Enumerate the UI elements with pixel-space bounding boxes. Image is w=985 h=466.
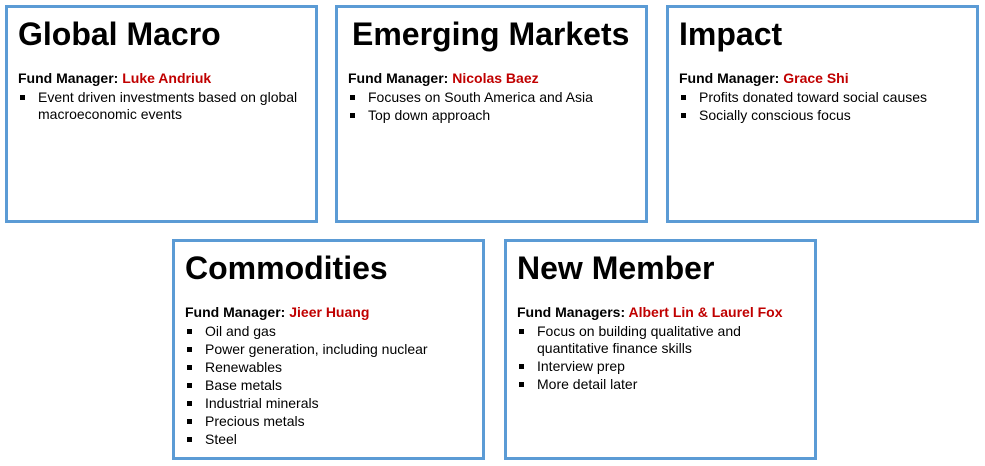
fund-manager-label: Fund Manager: bbox=[185, 304, 286, 320]
bullet-list: Event driven investments based on global… bbox=[18, 89, 307, 123]
bullet-item: More detail later bbox=[517, 376, 806, 393]
card-title: Emerging Markets bbox=[352, 16, 630, 52]
fund-manager-label: Fund Managers: bbox=[517, 304, 626, 320]
bullet-item: Event driven investments based on global… bbox=[18, 89, 307, 123]
fund-manager-name: Nicolas Baez bbox=[452, 70, 539, 86]
fund-manager-name: Luke Andriuk bbox=[122, 70, 212, 86]
bullet-list: Focus on building qualitative and quanti… bbox=[517, 323, 806, 393]
fund-manager-name: Albert Lin & Laurel Fox bbox=[628, 304, 783, 320]
card-impact: Impact Fund Manager: Grace Shi Profits d… bbox=[666, 5, 979, 223]
fund-manager-line: Fund Manager: Jieer Huang bbox=[185, 304, 474, 321]
fund-manager-line: Fund Manager: Luke Andriuk bbox=[18, 70, 307, 87]
card-body: Fund Manager: Grace Shi Profits donated … bbox=[679, 70, 968, 125]
card-new-member: New Member Fund Managers: Albert Lin & L… bbox=[504, 239, 817, 460]
bullet-item: Top down approach bbox=[348, 107, 637, 124]
bullet-item: Steel bbox=[185, 431, 474, 448]
bullet-item: Base metals bbox=[185, 377, 474, 394]
bullet-item: Socially conscious focus bbox=[679, 107, 968, 124]
fund-manager-line: Fund Manager: Nicolas Baez bbox=[348, 70, 637, 87]
card-global-macro: Global Macro Fund Manager: Luke Andriuk … bbox=[5, 5, 318, 223]
bullet-list: Focuses on South America and Asia Top do… bbox=[348, 89, 637, 124]
card-commodities: Commodities Fund Manager: Jieer Huang Oi… bbox=[172, 239, 485, 460]
card-title: Global Macro bbox=[18, 16, 221, 52]
bullet-item: Focuses on South America and Asia bbox=[348, 89, 637, 106]
card-emerging-markets: Emerging Markets Fund Manager: Nicolas B… bbox=[335, 5, 648, 223]
fund-manager-label: Fund Manager: bbox=[679, 70, 780, 86]
card-body: Fund Managers: Albert Lin & Laurel Fox F… bbox=[517, 304, 806, 394]
card-body: Fund Manager: Jieer Huang Oil and gas Po… bbox=[185, 304, 474, 449]
bullet-item: Oil and gas bbox=[185, 323, 474, 340]
card-title: Commodities bbox=[185, 250, 388, 286]
card-body: Fund Manager: Nicolas Baez Focuses on So… bbox=[348, 70, 637, 125]
bullet-list: Oil and gas Power generation, including … bbox=[185, 323, 474, 448]
fund-manager-line: Fund Manager: Grace Shi bbox=[679, 70, 968, 87]
fund-manager-line: Fund Managers: Albert Lin & Laurel Fox bbox=[517, 304, 806, 321]
bullet-item: Power generation, including nuclear bbox=[185, 341, 474, 358]
bullet-item: Renewables bbox=[185, 359, 474, 376]
bullet-item: Interview prep bbox=[517, 358, 806, 375]
bullet-item: Precious metals bbox=[185, 413, 474, 430]
card-body: Fund Manager: Luke Andriuk Event driven … bbox=[18, 70, 307, 124]
fund-manager-label: Fund Manager: bbox=[348, 70, 449, 86]
bullet-list: Profits donated toward social causes Soc… bbox=[679, 89, 968, 124]
fund-manager-name: Grace Shi bbox=[783, 70, 849, 86]
fund-manager-name: Jieer Huang bbox=[289, 304, 370, 320]
card-title: Impact bbox=[679, 16, 783, 52]
fund-manager-label: Fund Manager: bbox=[18, 70, 119, 86]
bullet-item: Focus on building qualitative and quanti… bbox=[517, 323, 806, 357]
bullet-item: Profits donated toward social causes bbox=[679, 89, 968, 106]
card-title: New Member bbox=[517, 250, 715, 286]
bullet-item: Industrial minerals bbox=[185, 395, 474, 412]
